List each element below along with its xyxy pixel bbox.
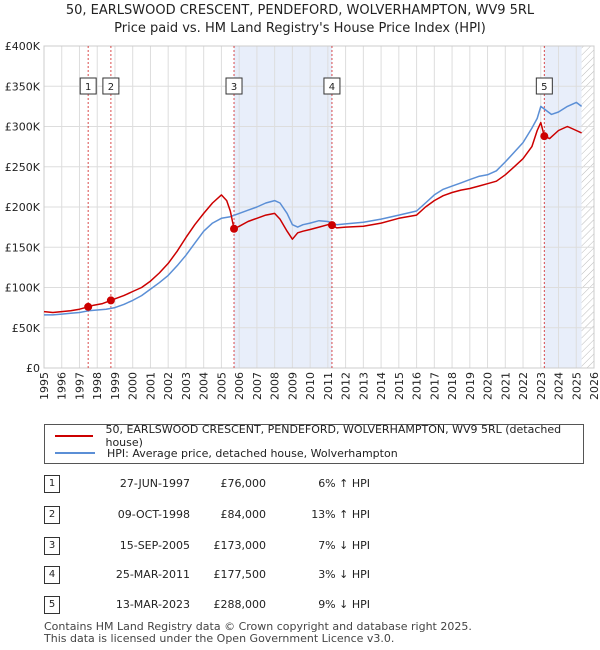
y-tick-label: £100K	[5, 282, 41, 295]
sale-label-number: 1	[85, 82, 91, 93]
x-tick-label: 2017	[428, 372, 441, 400]
x-tick-label: 2005	[215, 372, 228, 400]
transaction-price: £76,000	[220, 477, 267, 490]
transaction-price: £177,500	[213, 568, 267, 581]
sale-label-box	[535, 77, 553, 95]
transaction-hpi-diff: 6% ↑ HPI	[318, 477, 370, 490]
price-chart: £0 £50K £100K £150K £200K £250K £300K £350K £400…	[5, 40, 600, 400]
x-tick-label: 2001	[144, 372, 157, 400]
x-tick-label: 2011	[322, 372, 335, 400]
sale-point	[540, 132, 549, 141]
sale-label-box	[102, 77, 120, 95]
x-tick-label: 2013	[357, 372, 370, 400]
sale-label-box	[225, 77, 243, 95]
legend-item-property: 50, EARLSWOOD CRESCENT, PENDEFORD, WOLVE…	[55, 423, 583, 449]
x-tick-label: 2026	[588, 372, 600, 400]
transaction-row: 4 25-MAR-2011 £177,500 3% ↓ HPI	[44, 566, 564, 584]
property-price-line	[43, 121, 582, 314]
x-tick-label: 2024	[553, 372, 566, 400]
transaction-hpi-diff: 13% ↑ HPI	[311, 508, 370, 521]
footer-attribution: Contains HM Land Registry data © Crown c…	[44, 621, 472, 645]
transaction-row: 2 09-OCT-1998 £84,000 13% ↑ HPI	[44, 506, 564, 524]
y-tick-label: £300K	[5, 121, 41, 134]
sale-label-box	[323, 77, 341, 95]
transaction-date: 25-MAR-2011	[115, 568, 190, 581]
chart-title-line2: Price paid vs. HM Land Registry's House …	[114, 21, 486, 36]
sale-label-box	[79, 77, 97, 95]
transaction-hpi-diff: 3% ↓ HPI	[318, 568, 370, 581]
x-tick-label: 2009	[286, 372, 299, 400]
x-tick-label: 2008	[269, 372, 282, 400]
y-tick-label: £50K	[12, 322, 41, 335]
x-tick-label: 2002	[162, 372, 175, 400]
transaction-date: 09-OCT-1998	[117, 508, 190, 521]
transaction-row: 3 15-SEP-2005 £173,000 7% ↓ HPI	[44, 537, 564, 555]
x-tick-label: 2020	[482, 372, 495, 400]
legend-label-property: 50, EARLSWOOD CRESCENT, PENDEFORD, WOLVE…	[105, 423, 562, 449]
sale-label-number: 2	[108, 82, 114, 93]
transaction-price: £84,000	[220, 508, 267, 521]
transaction-date: 13-MAR-2023	[115, 598, 190, 611]
footer-license: This data is licensed under the Open Gov…	[44, 632, 395, 645]
x-tick-label: 1996	[56, 372, 69, 400]
x-tick-label: 2004	[198, 372, 211, 400]
transaction-number: 4	[44, 566, 60, 584]
chart-title-line1: 50, EARLSWOOD CRESCENT, PENDEFORD, WOLVE…	[65, 3, 535, 18]
x-tick-label: 1997	[73, 372, 86, 400]
x-tick-label: 2010	[304, 372, 317, 400]
sale-point	[106, 296, 115, 305]
y-tick-label: £0	[26, 362, 40, 375]
sale-point	[84, 302, 93, 311]
x-tick-label: 2014	[375, 372, 388, 400]
x-tick-label: 2019	[464, 372, 477, 400]
x-tick-label: 2023	[535, 372, 548, 400]
x-tick-label: 2012	[340, 372, 353, 400]
transaction-number: 1	[44, 475, 60, 493]
x-tick-label: 2000	[127, 372, 140, 400]
transaction-row: 1 27-JUN-1997 £76,000 6% ↑ HPI	[44, 475, 564, 493]
sale-point	[327, 221, 336, 230]
sale-point	[230, 224, 239, 233]
x-tick-label: 2022	[517, 372, 530, 400]
sale-label-number: 5	[541, 82, 547, 93]
transaction-date: 15-SEP-2005	[119, 539, 190, 552]
y-tick-label: £250K	[5, 161, 41, 174]
x-tick-label: 2021	[499, 372, 512, 400]
x-tick-label: 1995	[38, 372, 51, 400]
legend-swatch-property	[55, 435, 94, 437]
legend-item-hpi: HPI: Average price, detached house, Wolv…	[55, 445, 398, 461]
transaction-number: 5	[44, 596, 60, 614]
x-tick-label: 2025	[570, 372, 583, 400]
transaction-price: £288,000	[213, 598, 267, 611]
sale-label-number: 3	[231, 82, 237, 93]
transaction-row: 5 13-MAR-2023 £288,000 9% ↓ HPI	[44, 596, 564, 614]
footer-copyright: Contains HM Land Registry data © Crown c…	[44, 620, 472, 633]
transaction-hpi-diff: 7% ↓ HPI	[318, 539, 370, 552]
transaction-number: 2	[44, 506, 60, 524]
transaction-number: 3	[44, 537, 60, 555]
legend-swatch-hpi	[55, 452, 95, 454]
y-tick-label: £350K	[5, 80, 41, 93]
x-tick-label: 2015	[393, 372, 406, 400]
hpi-line	[44, 101, 583, 316]
transaction-hpi-diff: 9% ↓ HPI	[318, 598, 370, 611]
sale-label-number: 4	[329, 82, 335, 93]
transaction-date: 27-JUN-1997	[119, 477, 190, 490]
x-tick-label: 1998	[91, 372, 104, 400]
y-tick-label: £400K	[5, 40, 41, 53]
x-tick-label: 2016	[411, 372, 424, 400]
chart-legend: 50, EARLSWOOD CRESCENT, PENDEFORD, WOLVE…	[44, 423, 584, 464]
x-tick-label: 2003	[180, 372, 193, 400]
x-tick-label: 2006	[233, 372, 246, 400]
x-tick-label: 2007	[251, 372, 264, 400]
legend-label-hpi: HPI: Average price, detached house, Wolv…	[107, 446, 398, 460]
y-tick-label: £200K	[5, 201, 41, 214]
plot-area-border	[43, 45, 595, 369]
y-tick-label: £150K	[5, 241, 41, 254]
x-tick-label: 2018	[446, 372, 459, 400]
x-tick-label: 1999	[109, 372, 122, 400]
transaction-price: £173,000	[213, 539, 267, 552]
